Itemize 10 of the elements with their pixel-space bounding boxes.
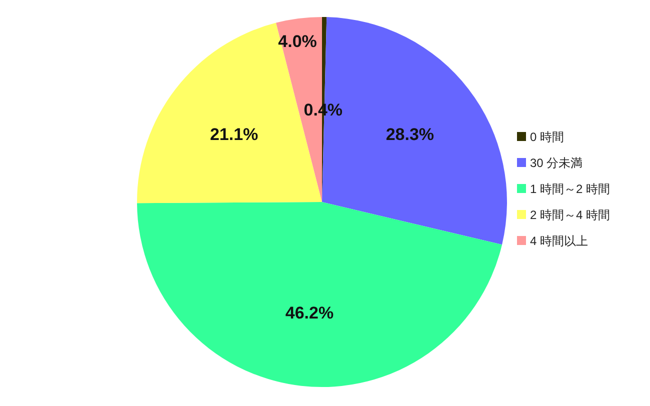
- data-label: 4.0%: [278, 32, 317, 52]
- legend-label: 1 時間～2 時間: [530, 182, 610, 196]
- data-label: 28.3%: [386, 125, 434, 144]
- legend-label: 30 分未満: [530, 156, 583, 170]
- legend-label: 0 時間: [530, 130, 564, 144]
- legend-label: 2 時間～4 時間: [530, 208, 610, 222]
- data-label: 0.4%: [304, 100, 343, 120]
- data-label: 21.1%: [210, 125, 258, 144]
- data-label: 46.2%: [285, 303, 334, 322]
- legend-label: 4 時間以上: [530, 234, 588, 248]
